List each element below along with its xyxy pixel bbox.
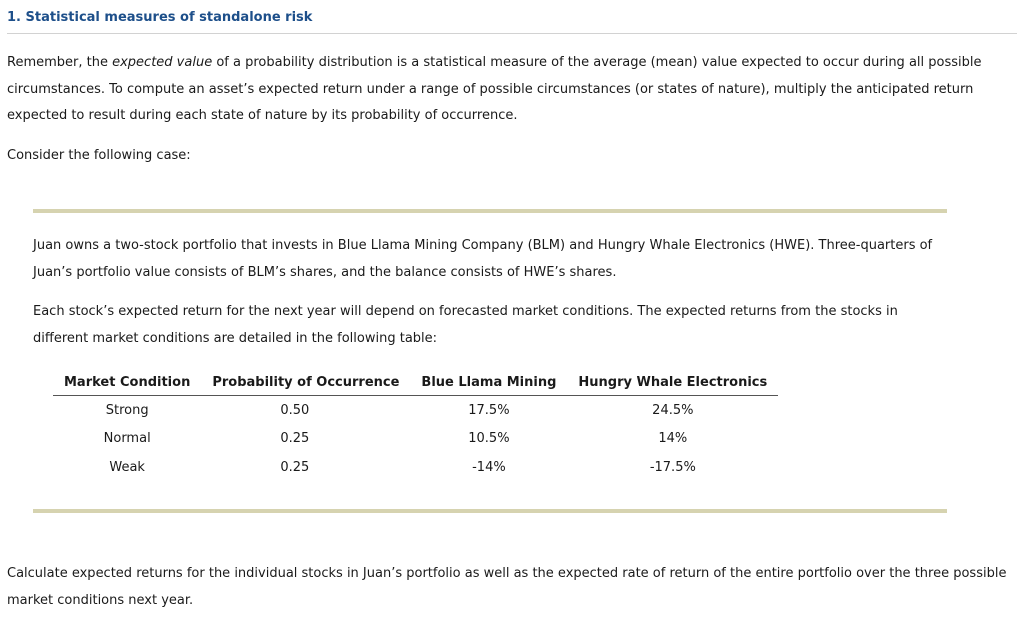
cell-hwe-return: -17.5% — [649, 459, 696, 475]
cell-blm-return: 10.5% — [468, 431, 510, 447]
cell-probability: 0.25 — [280, 431, 310, 447]
table-row: Strong 0.50 17.5% 24.5% — [53, 396, 778, 425]
case-bottom-divider — [33, 509, 947, 513]
header-hungry-whale-electronics: Hungry Whale Electronics — [567, 370, 779, 396]
cell-condition: Strong — [105, 402, 149, 418]
cell-probability: 0.25 — [280, 459, 310, 475]
table-row: Normal 0.25 10.5% 14% — [53, 425, 778, 454]
case-paragraph-conditions: Each stock’s expected return for the nex… — [33, 304, 898, 346]
expected-returns-table: Market Condition Probability of Occurren… — [53, 370, 779, 482]
cell-condition: Weak — [109, 459, 145, 475]
table-header-row: Market Condition Probability of Occurren… — [53, 370, 779, 396]
cell-hwe-return: 14% — [658, 431, 688, 447]
intro-text-start: Remember, the — [7, 55, 113, 70]
table-row: Weak 0.25 -14% -17.5% — [53, 453, 778, 482]
case-paragraph-ownership: Juan owns a two-stock portfolio that inv… — [33, 238, 933, 280]
question-text: Calculate expected returns for the indiv… — [7, 566, 1007, 608]
header-blue-llama-mining: Blue Llama Mining — [410, 370, 568, 396]
intro-text-rest: of a probability distribution is a stati… — [7, 55, 982, 123]
consider-text: Consider the following case: — [7, 148, 191, 163]
cell-hwe-return: 24.5% — [652, 402, 694, 418]
header-market-condition: Market Condition — [53, 370, 202, 396]
header-probability: Probability of Occurrence — [201, 370, 411, 396]
cell-blm-return: 17.5% — [468, 402, 510, 418]
section-title: 1. Statistical measures of standalone ri… — [7, 10, 1017, 34]
cell-condition: Normal — [103, 431, 151, 447]
expected-value-term: expected value — [112, 55, 213, 70]
cell-probability: 0.50 — [280, 402, 310, 418]
intro-paragraph: Remember, the expected value of a probab… — [7, 50, 1007, 130]
cell-blm-return: -14% — [472, 459, 506, 475]
case-top-divider — [33, 209, 947, 213]
